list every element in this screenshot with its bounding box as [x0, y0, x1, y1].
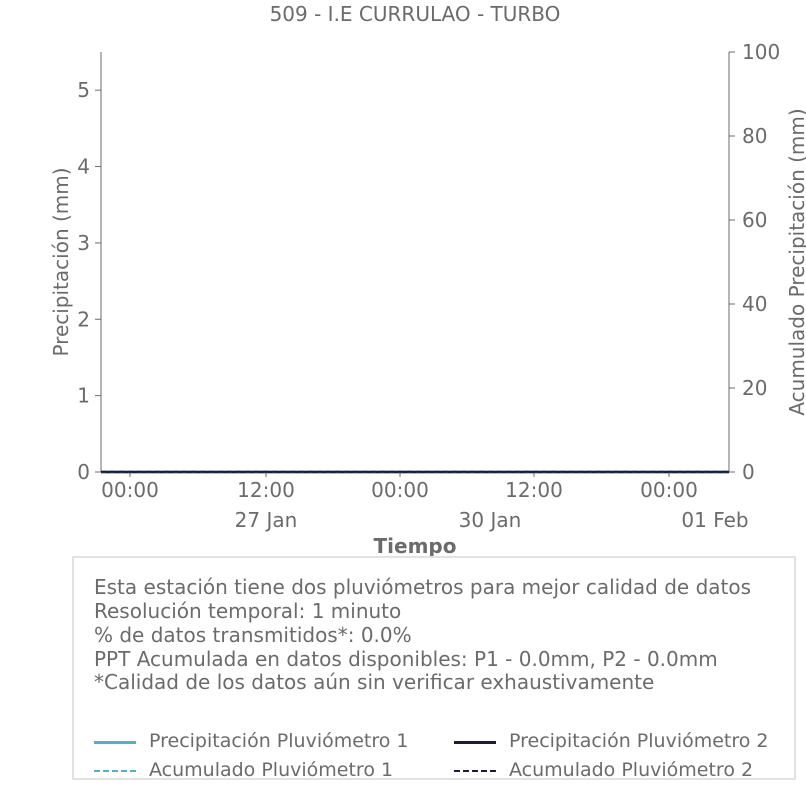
y-right-tick-label: 100 — [742, 40, 780, 64]
legend-label-precip-1: Precipitación Pluviómetro 1 — [149, 730, 409, 752]
x-tick-label: 00:00 — [371, 478, 429, 502]
x-date-label: 30 Jan — [459, 508, 522, 532]
legend-swatch-accum-2 — [454, 770, 496, 772]
y-right-tick-label: 80 — [742, 124, 767, 148]
info-dual-gauge-note: Esta estación tiene dos pluviómetros par… — [94, 575, 752, 599]
x-tick-label: 00:00 — [101, 478, 159, 502]
info-temporal-resolution: Resolución temporal: 1 minuto — [94, 599, 402, 623]
legend-label-accum-1: Acumulado Pluviómetro 1 — [149, 759, 394, 781]
x-tick-label: 12:00 — [505, 478, 563, 502]
y-left-tick-label: 5 — [77, 78, 90, 102]
axes: 0 1 2 3 4 5 0 20 40 60 80 100 00:00 12:00 00:00 12:00 00… — [77, 40, 780, 532]
y-left-tick-label: 1 — [77, 384, 90, 408]
legend-swatch-accum-1 — [94, 770, 136, 772]
info-legend-box: Esta estación tiene dos pluviómetros par… — [72, 556, 796, 781]
legend-label-accum-2: Acumulado Pluviómetro 2 — [509, 759, 754, 781]
chart: 509 - I.E CURRULAO - TURBO 0 1 2 3 4 5 0 20 40 60… — [49, 2, 806, 556]
x-tick-label: 12:00 — [237, 478, 295, 502]
legend-swatch-precip-1 — [94, 741, 136, 744]
y-axis-right-label: Acumulado Precipitación (mm) — [785, 108, 806, 415]
info-transmitted-data: % de datos transmitidos*: 0.0% — [94, 623, 412, 647]
legend-swatch-precip-2 — [454, 741, 496, 744]
y-axis-left-label: Precipitación (mm) — [49, 167, 73, 356]
y-right-tick-label: 20 — [742, 376, 767, 400]
series-layer — [101, 470, 729, 474]
chart-title: 509 - I.E CURRULAO - TURBO — [270, 2, 561, 26]
y-right-tick-label: 40 — [742, 292, 767, 316]
y-left-tick-label: 2 — [77, 307, 90, 331]
y-right-tick-label: 0 — [742, 460, 755, 484]
x-date-label: 01 Feb — [681, 508, 748, 532]
y-left-tick-label: 4 — [77, 155, 90, 179]
x-axis-label: Tiempo — [374, 534, 457, 556]
info-quality-note: *Calidad de los datos aún sin verificar … — [94, 670, 655, 694]
y-left-tick-label: 0 — [77, 460, 90, 484]
y-left-tick-label: 3 — [77, 231, 90, 255]
x-tick-label: 00:00 — [640, 478, 698, 502]
x-date-label: 27 Jan — [235, 508, 298, 532]
info-accumulated-ppt: PPT Acumulada en datos disponibles: P1 -… — [94, 647, 718, 671]
legend-label-precip-2: Precipitación Pluviómetro 2 — [509, 730, 769, 752]
y-right-tick-label: 60 — [742, 208, 767, 232]
